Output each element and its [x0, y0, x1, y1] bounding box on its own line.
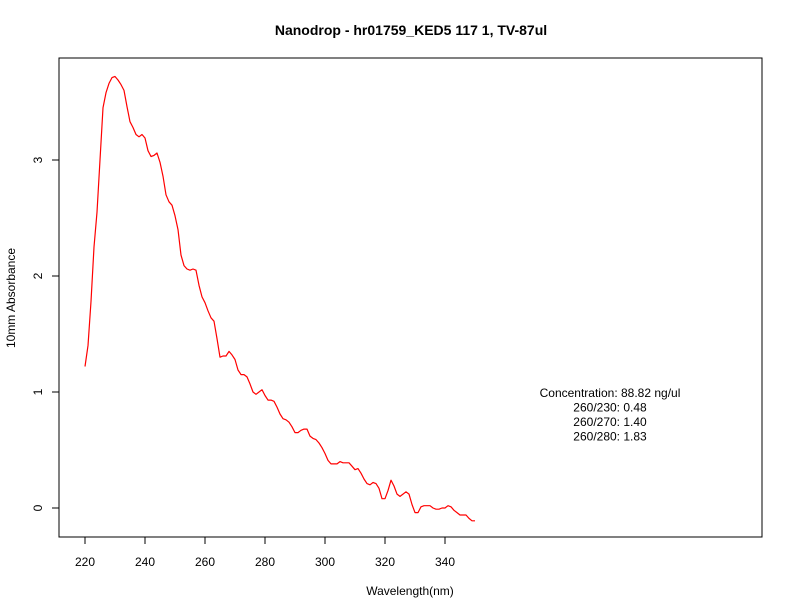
y-tick-label: 1 [31, 388, 45, 395]
x-tick-label: 220 [75, 555, 95, 569]
annotation-ratio-260-230: 260/230: 0.48 [573, 401, 647, 415]
x-axis: 220 240 260 280 300 320 340 [75, 536, 455, 569]
absorbance-line [84, 75, 475, 522]
x-tick-label: 240 [135, 555, 155, 569]
annotation-concentration: Concentration: 88.82 ng/ul [540, 386, 681, 400]
x-tick-label: 280 [255, 555, 275, 569]
annotation-ratio-260-280: 260/280: 1.83 [573, 430, 647, 444]
y-tick-label: 0 [31, 504, 45, 511]
y-axis: 0 1 2 3 [31, 156, 60, 511]
chart-title: Nanodrop - hr01759_KED5 117 1, TV-87ul [275, 22, 547, 38]
y-tick-label: 3 [31, 156, 45, 163]
x-axis-label: Wavelength(nm) [366, 584, 454, 598]
annotation-ratio-260-270: 260/270: 1.40 [573, 415, 647, 429]
x-tick-label: 340 [435, 555, 455, 569]
x-tick-label: 300 [315, 555, 335, 569]
x-tick-label: 320 [375, 555, 395, 569]
y-axis-label: 10mm Absorbance [4, 248, 18, 348]
y-tick-label: 2 [31, 272, 45, 279]
series-layer [84, 75, 475, 522]
x-tick-label: 260 [195, 555, 215, 569]
